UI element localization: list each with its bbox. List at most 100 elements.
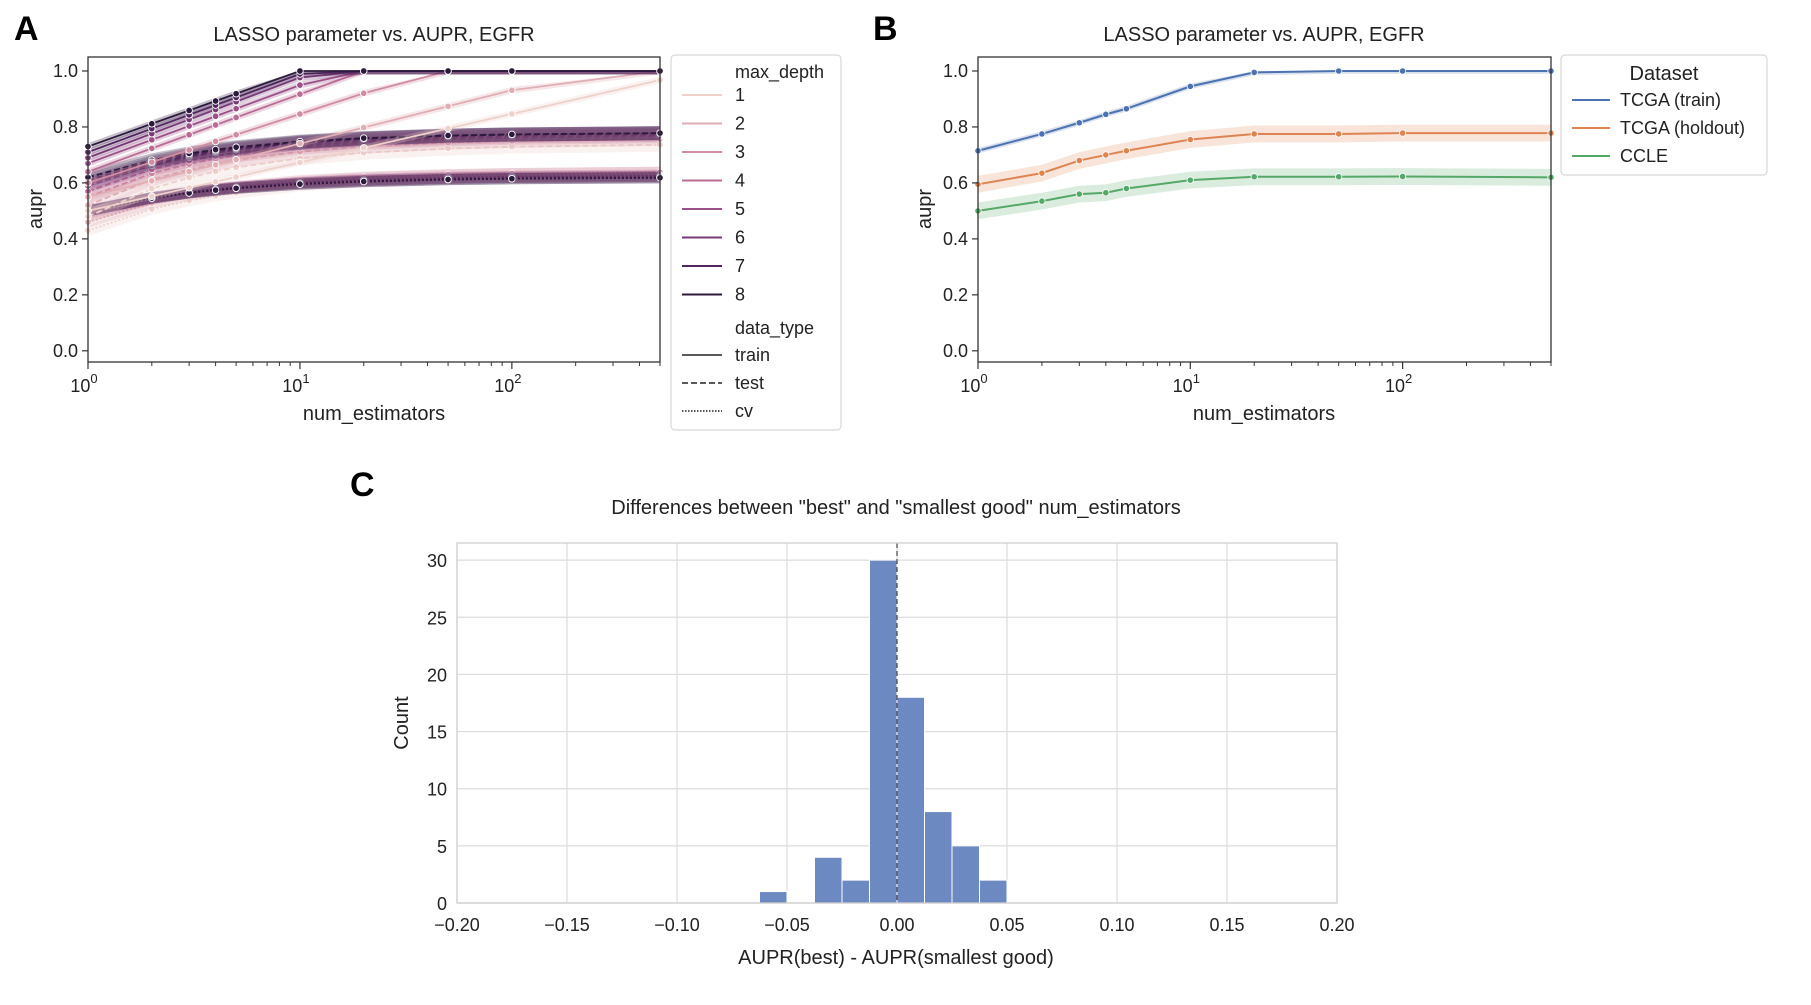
data-point (1038, 130, 1046, 138)
data-point (148, 120, 156, 128)
legend-label-depth: 7 (735, 256, 745, 276)
panel-letter-b: B (873, 10, 898, 48)
x-tick-label: 0.20 (1319, 915, 1354, 935)
legend-test-label: test (735, 373, 764, 393)
data-point (185, 146, 193, 154)
data-point (232, 113, 240, 122)
data-point (185, 106, 193, 115)
x-tick-label: −0.10 (654, 915, 700, 935)
y-tick-label: 0.4 (943, 229, 968, 249)
legend-label-depth: 6 (735, 228, 745, 248)
train-depth-6-band (88, 70, 660, 162)
panel-b: B LASSO parameter vs. AUPR, EGFR num_est… (873, 10, 1768, 425)
cv-depth-6-line (87, 175, 661, 212)
data-point (1335, 130, 1343, 138)
data-point (444, 102, 452, 111)
data-point (1399, 172, 1407, 181)
y-tick-label: 0.6 (943, 173, 968, 193)
data-point (211, 121, 220, 129)
x-tick-label: 100 (960, 371, 987, 396)
data-point (359, 144, 368, 152)
legend-label-depth: 4 (735, 171, 745, 191)
data-point (1250, 130, 1258, 138)
data-point (1102, 189, 1110, 197)
panel-b-legend: Dataset TCGA (train) TCGA (holdout) CCLE (1560, 54, 1768, 176)
data-point (148, 144, 156, 153)
band-ccle (978, 168, 1551, 220)
data-point (444, 67, 452, 75)
panel-a-axes-frame (87, 56, 661, 363)
histogram-bar (814, 856, 843, 904)
x-tick-label: −0.05 (764, 915, 810, 935)
data-point (359, 134, 368, 142)
data-point (1250, 68, 1258, 76)
histogram-bar (869, 559, 898, 904)
data-point (296, 81, 304, 89)
y-tick-label: 15 (427, 723, 447, 743)
data-point (296, 139, 304, 148)
data-point (1075, 119, 1083, 127)
test-depth-7-band (88, 126, 660, 188)
data-point (232, 173, 240, 181)
train-depth-1-line (87, 79, 661, 212)
x-tick-label: 0.10 (1099, 915, 1134, 935)
y-tick-label: 0.8 (943, 117, 968, 137)
data-point (211, 145, 220, 154)
cv-depth-8-band (88, 172, 660, 217)
data-point (1335, 173, 1343, 181)
test-depth-1-line (87, 143, 661, 218)
panel-c-title: Differences between "best" and "smallest… (611, 497, 1180, 519)
panel-c-histogram-bars (759, 559, 1008, 904)
legend-label: TCGA (holdout) (1620, 118, 1745, 138)
data-point (444, 175, 452, 184)
histogram-bar (759, 891, 788, 904)
legend-train-label: train (735, 345, 770, 365)
legend-label: CCLE (1620, 146, 1668, 166)
histogram-bar (951, 845, 980, 904)
data-point (185, 167, 193, 176)
data-point (1102, 110, 1110, 118)
test-depth-4-line (87, 133, 661, 193)
x-tick-label: 101 (1173, 371, 1200, 396)
data-point (1335, 67, 1343, 75)
data-point (508, 110, 516, 118)
data-point (508, 130, 516, 139)
panel-a-plot-area (84, 67, 664, 237)
data-point (296, 180, 304, 188)
data-point (232, 155, 240, 164)
panel-a-x-ticks: 100 101 102 (70, 362, 661, 396)
histogram-bar (979, 879, 1008, 904)
data-point (232, 143, 240, 151)
panel-c-x-axis-label: AUPR(best) - AUPR(smallest good) (738, 947, 1054, 969)
data-point (232, 130, 240, 139)
data-point (232, 184, 240, 193)
histogram-bar (841, 879, 870, 904)
panel-c-x-ticks: −0.20 −0.15 −0.10 −0.05 0.00 0.05 0.10 0.15 0.20 (434, 915, 1354, 935)
legend-label: TCGA (train) (1620, 90, 1721, 110)
data-point (211, 97, 220, 105)
x-tick-label: 101 (282, 371, 309, 396)
train-depth-8-line (87, 70, 660, 148)
series-line-ccle (977, 175, 1552, 212)
y-tick-label: 0 (437, 894, 447, 914)
y-tick-label: 1.0 (53, 61, 78, 81)
cv-depth-8-line (87, 176, 661, 212)
legend-max-depth-entries: 1 2 3 4 5 6 7 8 (682, 85, 745, 305)
cv-depth-4-line (87, 174, 661, 215)
panel-a-title: LASSO parameter vs. AUPR, EGFR (213, 24, 534, 46)
series-line-tcga-holdout- (977, 132, 1551, 186)
cv-depth-1-line (87, 174, 661, 232)
legend-dataset-entries: TCGA (train) TCGA (holdout) CCLE (1572, 90, 1745, 166)
panel-b-legend-box (1560, 54, 1768, 176)
panel-c-axes-frame (456, 542, 1338, 904)
data-point (359, 67, 368, 75)
y-tick-label: 25 (427, 608, 447, 628)
y-tick-label: 0.2 (53, 285, 78, 305)
panel-b-axes-frame (977, 56, 1552, 363)
data-point (148, 158, 156, 166)
data-point (359, 123, 368, 132)
data-point (508, 67, 516, 75)
data-point (185, 184, 193, 192)
